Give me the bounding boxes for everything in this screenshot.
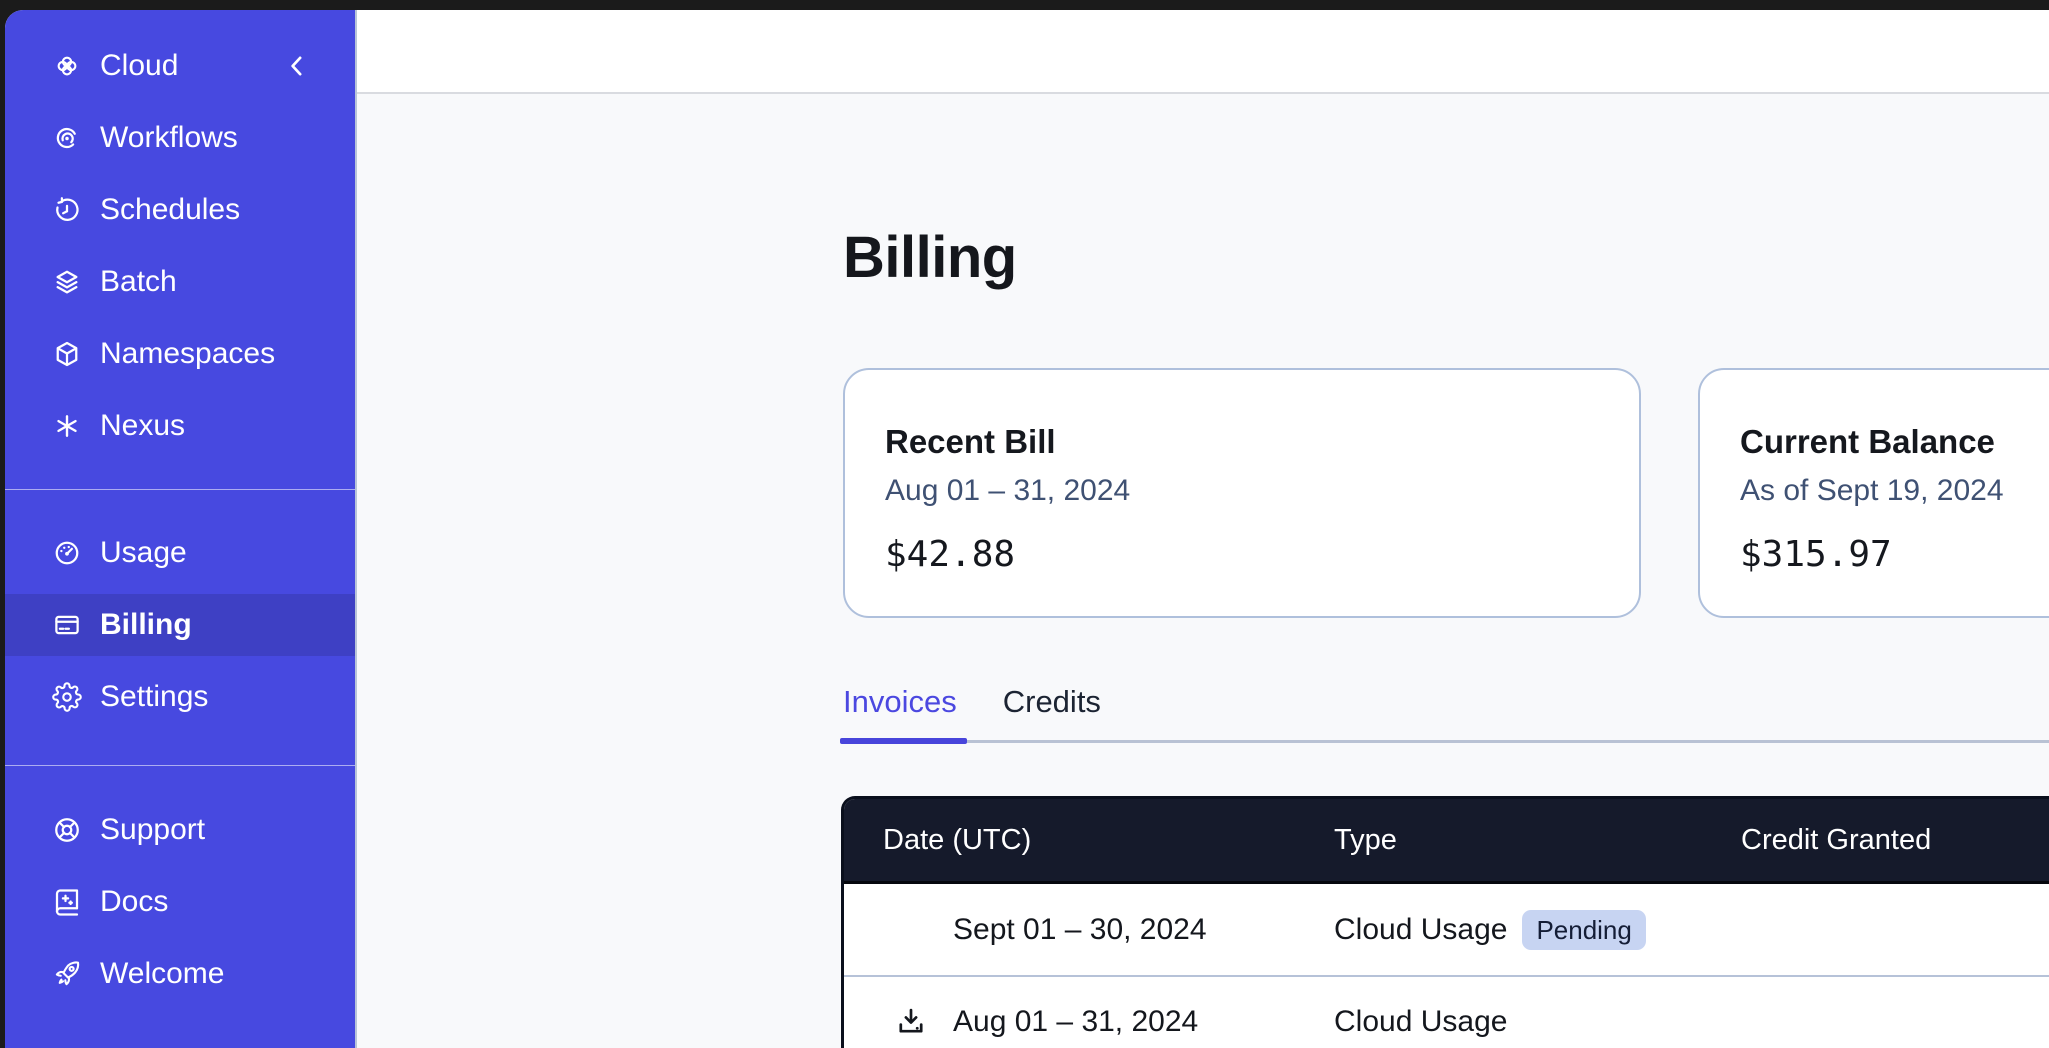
table-header-row: Date (UTC) Type Credit Granted	[844, 799, 2049, 884]
invoices-table: Date (UTC) Type Credit Granted Sept 01 –…	[841, 796, 2049, 1048]
sidebar-item-label: Support	[100, 813, 206, 846]
batch-icon	[52, 267, 82, 297]
sidebar-item-label: Schedules	[100, 193, 241, 226]
column-header-credit-granted: Credit Granted	[1741, 823, 1932, 856]
summary-cards: Recent Bill Aug 01 – 31, 2024 $42.88 Cur…	[843, 368, 2049, 618]
recent-bill-amount: $42.88	[885, 534, 1016, 575]
sidebar-item-label: Docs	[100, 885, 169, 918]
billing-icon	[52, 610, 82, 640]
support-icon	[52, 815, 82, 845]
invoice-type-cell: Cloud Usage Pending	[1334, 909, 1741, 950]
sidebar-item-welcome[interactable]: Welcome	[5, 938, 355, 1010]
invoice-date: Aug 01 – 31, 2024	[953, 1004, 1199, 1038]
sidebar-item-label: Nexus	[100, 409, 186, 442]
column-header-type: Type	[1334, 823, 1397, 856]
invoice-type-cell: Cloud Usage	[1334, 1005, 1741, 1039]
sidebar-divider	[5, 765, 355, 766]
billing-page: Billing Recent Bill Aug 01 – 31, 2024 $4…	[357, 94, 2049, 1048]
sidebar-collapse-button[interactable]	[279, 48, 315, 84]
sidebar: Cloud Workflows	[5, 10, 357, 1048]
invoice-date: Sept 01 – 30, 2024	[953, 912, 1207, 946]
card-title: Current Balance	[1740, 423, 1995, 460]
app-window: Cloud Workflows	[5, 10, 2049, 1048]
settings-icon	[52, 682, 82, 712]
row-icon-cell	[844, 1005, 953, 1039]
main-area: Billing Recent Bill Aug 01 – 31, 2024 $4…	[357, 10, 2049, 1048]
sidebar-header-cloud[interactable]: Cloud	[5, 30, 355, 102]
recent-bill-card: Recent Bill Aug 01 – 31, 2024 $42.88	[843, 368, 1641, 618]
status-badge: Pending	[1522, 909, 1646, 950]
docs-icon	[52, 887, 82, 917]
invoice-type: Cloud Usage	[1334, 912, 1508, 946]
sidebar-item-label: Usage	[100, 536, 187, 569]
sidebar-divider	[5, 489, 355, 490]
sidebar-item-label: Welcome	[100, 957, 225, 990]
table-row[interactable]: Sept 01 – 30, 2024 Cloud Usage Pending	[844, 884, 2049, 975]
sidebar-item-label: Namespaces	[100, 337, 276, 370]
sidebar-item-docs[interactable]: Docs	[5, 866, 355, 938]
sidebar-item-namespaces[interactable]: Namespaces	[5, 318, 355, 390]
welcome-icon	[52, 959, 82, 989]
card-title: Recent Bill	[885, 423, 1056, 460]
card-subtitle: Aug 01 – 31, 2024	[885, 474, 1131, 507]
sidebar-item-label: Workflows	[100, 121, 238, 154]
download-invoice-icon[interactable]	[894, 1005, 928, 1039]
tab-credits[interactable]: Credits	[1002, 684, 1101, 719]
sidebar-item-batch[interactable]: Batch	[5, 246, 355, 318]
nexus-icon	[52, 411, 82, 441]
schedules-icon	[52, 195, 82, 225]
namespaces-icon	[52, 339, 82, 369]
sidebar-header-label: Cloud	[100, 49, 179, 82]
card-subtitle: As of Sept 19, 2024	[1740, 474, 2004, 507]
current-balance-amount: $315.97	[1740, 534, 1892, 575]
sidebar-item-label: Settings	[100, 680, 209, 713]
sidebar-item-workflows[interactable]: Workflows	[5, 102, 355, 174]
chevron-left-icon	[282, 51, 312, 81]
table-row[interactable]: Aug 01 – 31, 2024 Cloud Usage	[844, 975, 2049, 1048]
billing-tabs: Invoices Credits	[840, 684, 2049, 744]
sidebar-item-label: Billing	[100, 608, 192, 641]
top-bar	[357, 10, 2049, 94]
page-title: Billing	[843, 225, 1017, 290]
sidebar-item-nexus[interactable]: Nexus	[5, 390, 355, 462]
invoice-type: Cloud Usage	[1334, 1004, 1508, 1038]
sidebar-item-support[interactable]: Support	[5, 794, 355, 866]
current-balance-card: Current Balance As of Sept 19, 2024 $315…	[1698, 368, 2049, 618]
sidebar-item-settings[interactable]: Settings	[5, 661, 355, 733]
temporal-cloud-logo-icon	[52, 51, 82, 81]
tab-invoices[interactable]: Invoices	[840, 684, 967, 744]
sidebar-item-schedules[interactable]: Schedules	[5, 174, 355, 246]
column-header-date: Date (UTC)	[883, 823, 1032, 856]
usage-icon	[52, 538, 82, 568]
sidebar-item-usage[interactable]: Usage	[5, 517, 355, 589]
workflows-icon	[52, 123, 82, 153]
sidebar-item-billing[interactable]: Billing	[5, 589, 355, 661]
sidebar-item-label: Batch	[100, 265, 177, 298]
